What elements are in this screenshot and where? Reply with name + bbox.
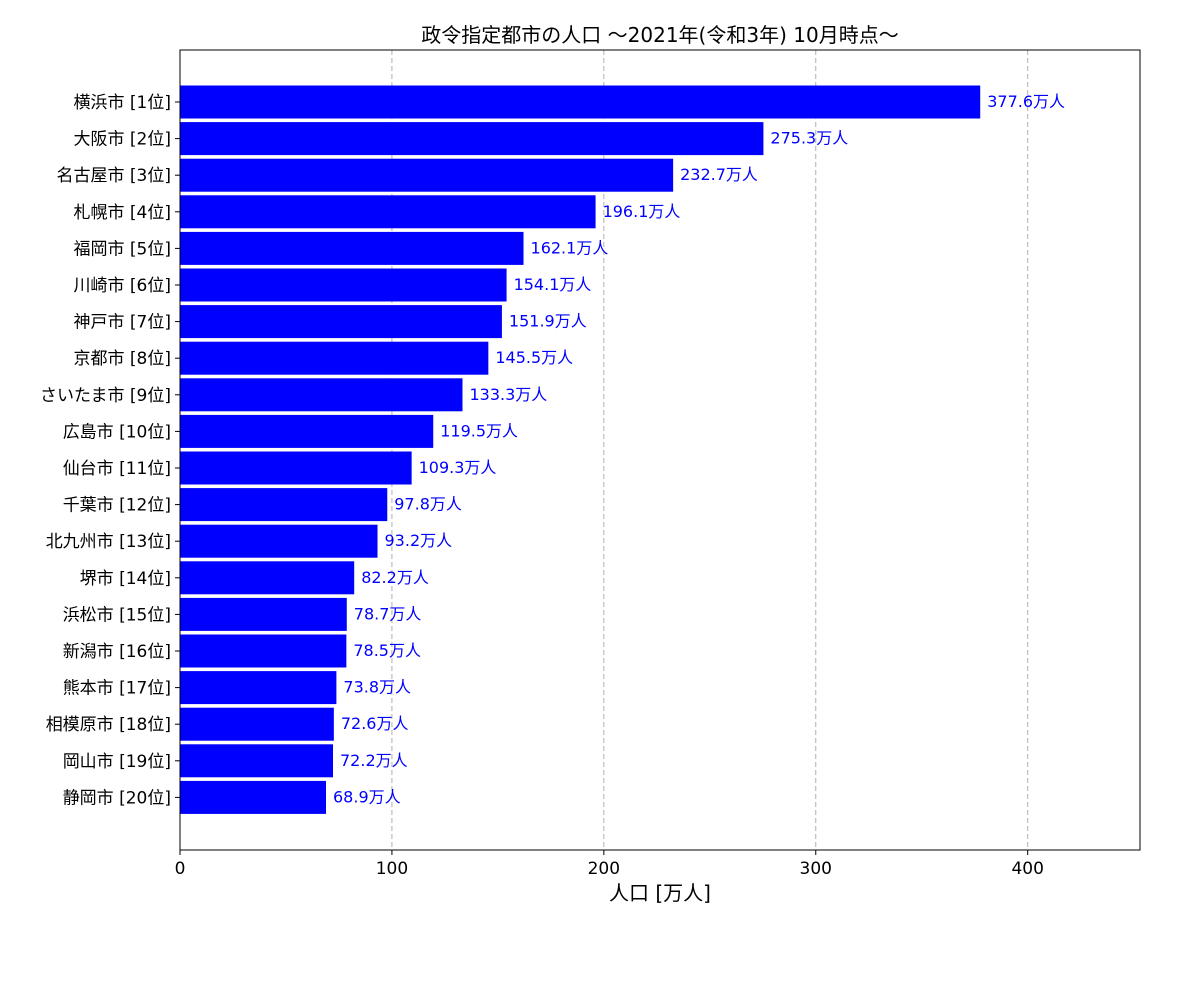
x-ticks-layer: 0 100 200 300 400 [175, 850, 1044, 879]
category-label: 札幌市 [4位] [74, 203, 171, 223]
value-labels-layer: 377.6万人 275.3万人 232.7万人 196.1万人 162.1万人 154.1… [333, 92, 1065, 806]
x-tick-label: 300 [800, 859, 832, 879]
category-label: 広島市 [10位] [63, 422, 171, 442]
bar-value-label: 151.9万人 [509, 312, 587, 331]
category-labels-layer: 横浜市 [1位] 大阪市 [2位] 名古屋市 [3位] 札幌市 [4位] 福岡市 [5位… [40, 93, 180, 808]
category-label: 北九州市 [13位] [46, 532, 171, 552]
bar [180, 158, 674, 192]
category-label: 千葉市 [12位] [63, 496, 171, 516]
bar-value-label: 78.7万人 [354, 604, 422, 623]
plot-frame [179, 49, 1141, 851]
bar [180, 524, 378, 558]
bar [180, 597, 347, 631]
bar-value-label: 109.3万人 [419, 458, 497, 477]
bar [180, 85, 981, 119]
category-label: 仙台市 [11位] [63, 459, 171, 479]
category-label: 相模原市 [18位] [46, 715, 171, 735]
bar-value-label: 377.6万人 [987, 92, 1065, 111]
bar-value-label: 196.1万人 [603, 202, 681, 221]
bar-value-label: 72.6万人 [341, 714, 409, 733]
bar-value-label: 82.2万人 [361, 568, 429, 587]
category-label: 堺市 [14位] [80, 569, 171, 589]
bar [180, 488, 388, 522]
bar-value-label: 145.5万人 [495, 348, 573, 367]
category-label: 川崎市 [6位] [74, 276, 171, 296]
category-label: 新潟市 [16位] [63, 642, 171, 662]
category-label: 横浜市 [1位] [74, 93, 171, 113]
category-label: 岡山市 [19位] [63, 752, 171, 772]
grid-layer [391, 50, 1029, 850]
category-label: 名古屋市 [3位] [57, 166, 171, 186]
bar-value-label: 162.1万人 [531, 238, 609, 257]
bar-value-label: 154.1万人 [514, 275, 592, 294]
category-label: 熊本市 [17位] [63, 679, 171, 699]
category-label: 浜松市 [15位] [63, 605, 171, 625]
bars-layer [180, 85, 981, 814]
bar-value-label: 73.8万人 [343, 678, 411, 697]
bar-value-label: 72.2万人 [340, 751, 408, 770]
bar [180, 671, 337, 705]
bar [180, 780, 327, 814]
bar-value-label: 68.9万人 [333, 787, 401, 806]
bar [180, 414, 434, 448]
bar [180, 305, 502, 339]
x-tick-label: 400 [1011, 859, 1043, 879]
category-label: 京都市 [8位] [74, 349, 171, 369]
bar-value-label: 119.5万人 [440, 421, 518, 440]
bar [180, 195, 596, 229]
category-label: 静岡市 [20位] [63, 788, 171, 808]
bar-value-label: 133.3万人 [469, 385, 547, 404]
bar [180, 231, 524, 265]
bar [180, 707, 334, 741]
x-tick-label: 0 [175, 859, 186, 879]
bar [180, 378, 463, 412]
category-label: 神戸市 [7位] [74, 313, 171, 333]
bar [180, 634, 347, 668]
category-label: 大阪市 [2位] [74, 130, 171, 150]
bar [180, 122, 764, 156]
bar [180, 451, 412, 485]
bar [180, 268, 507, 302]
bar-value-label: 93.2万人 [385, 531, 453, 550]
x-axis-label: 人口 [万人] [609, 881, 711, 905]
bar-value-label: 275.3万人 [770, 129, 848, 148]
x-tick-label: 100 [376, 859, 408, 879]
category-label: さいたま市 [9位] [40, 386, 171, 406]
bar-value-label: 78.5万人 [353, 641, 421, 660]
bar-value-label: 97.8万人 [394, 495, 462, 514]
bar-value-label: 232.7万人 [680, 165, 758, 184]
category-label: 福岡市 [5位] [74, 239, 171, 259]
bar [180, 561, 355, 595]
chart-title: 政令指定都市の人口 〜2021年(令和3年) 10月時点〜 [421, 23, 898, 47]
bar [180, 341, 489, 375]
bar [180, 744, 334, 778]
x-tick-label: 200 [588, 859, 620, 879]
